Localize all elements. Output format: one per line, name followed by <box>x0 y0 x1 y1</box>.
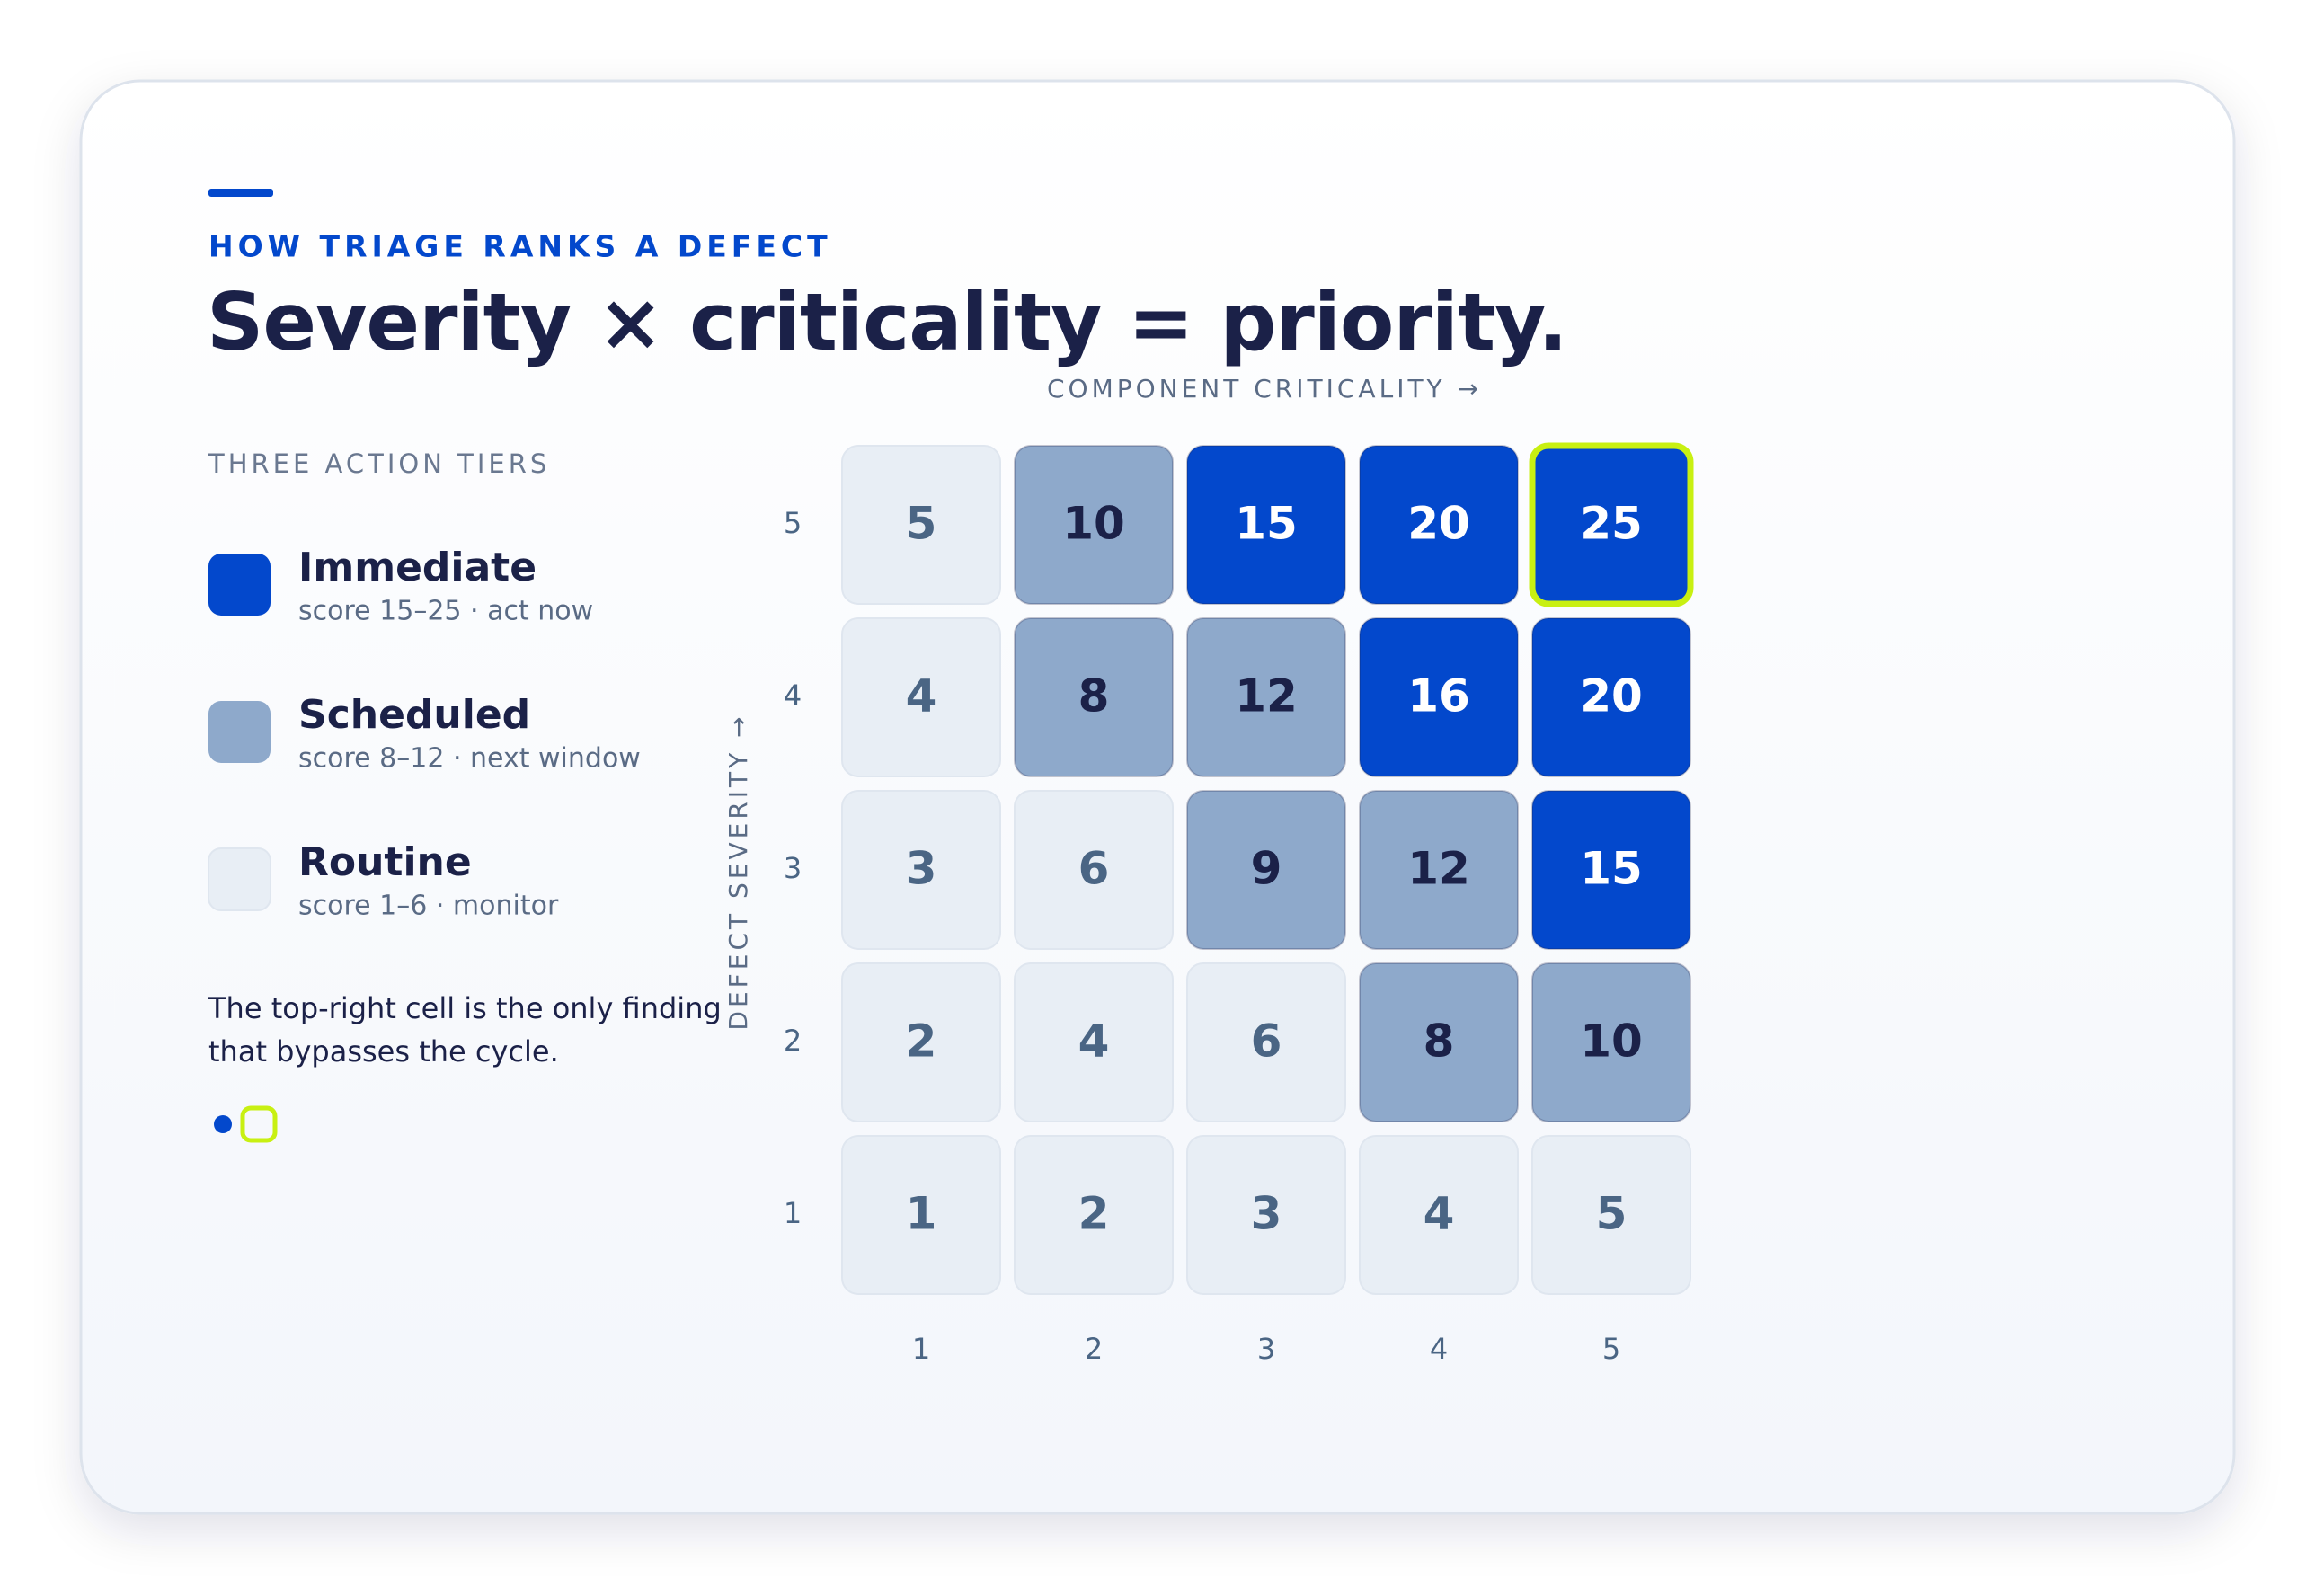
legend-swatch <box>208 554 271 616</box>
x-axis-label: COMPONENT CRITICALITY → <box>1047 374 1482 403</box>
legend-swatch <box>208 701 271 763</box>
heatmap-cell <box>1186 445 1346 605</box>
heatmap-cell <box>1531 617 1691 777</box>
heatmap-cell <box>1014 445 1174 605</box>
heatmap-cell <box>841 790 1001 950</box>
cell-value: 5 <box>906 498 937 550</box>
heatmap-cell <box>841 1135 1001 1295</box>
x-tick-label: 1 <box>912 1332 930 1366</box>
cell-value: 10 <box>1580 1015 1643 1068</box>
cell-value: 9 <box>1251 843 1282 895</box>
heatmap-cell <box>1359 962 1519 1122</box>
legend-swatch <box>208 847 271 911</box>
y-tick-label: 3 <box>784 851 802 885</box>
cell-value: 20 <box>1407 498 1470 550</box>
cell-value: 2 <box>1078 1188 1110 1240</box>
heatmap-cell <box>841 445 1001 605</box>
legend-name: Scheduled <box>298 692 530 738</box>
x-tick-label: 4 <box>1430 1332 1448 1366</box>
legend-detail: score 8–12 · next window <box>298 743 641 775</box>
x-tick-label: 2 <box>1085 1332 1103 1366</box>
pager-dot-active[interactable] <box>240 1105 278 1143</box>
heatmap-cell <box>1359 790 1519 950</box>
heatmap-cell <box>1014 790 1174 950</box>
cell-value: 4 <box>906 670 937 723</box>
accent-bar <box>208 189 273 197</box>
heatmap-cell <box>1186 617 1346 777</box>
cell-value: 8 <box>1078 670 1110 723</box>
y-tick-label: 1 <box>784 1196 802 1230</box>
x-tick-label: 5 <box>1602 1332 1620 1366</box>
pager-dot[interactable] <box>214 1115 232 1133</box>
cell-value: 15 <box>1580 843 1643 895</box>
y-axis-label: DEFECT SEVERITY → <box>723 713 753 1030</box>
y-tick-label: 4 <box>784 678 802 713</box>
cell-value: 6 <box>1251 1015 1282 1068</box>
cell-value: 16 <box>1407 670 1470 723</box>
cell-value: 4 <box>1078 1015 1110 1068</box>
legend-title: THREE ACTION TIERS <box>208 448 550 479</box>
cell-value: 25 <box>1580 498 1643 550</box>
cell-value: 15 <box>1235 498 1298 550</box>
cell-value: 12 <box>1407 843 1470 895</box>
heatmap-cell <box>1359 617 1519 777</box>
y-tick-label: 2 <box>784 1024 802 1058</box>
legend-name: Routine <box>298 839 472 885</box>
eyebrow: HOW TRIAGE RANKS A DEFECT <box>208 229 832 264</box>
chart-title: Severity × criticality = priority. <box>207 276 1567 368</box>
heatmap-cell <box>1531 962 1691 1122</box>
heatmap-cell <box>1359 445 1519 605</box>
cell-value: 4 <box>1424 1188 1455 1240</box>
note-line: The top-right cell is the only finding <box>208 991 722 1025</box>
heatmap-cell <box>1186 962 1346 1122</box>
heatmap-cell <box>1014 962 1174 1122</box>
cell-value: 12 <box>1235 670 1298 723</box>
heatmap-cell <box>1186 790 1346 950</box>
cell-value: 2 <box>906 1015 937 1068</box>
heatmap-cell <box>1531 1135 1691 1295</box>
cell-value: 5 <box>1596 1188 1628 1240</box>
legend-detail: score 1–6 · monitor <box>298 891 559 922</box>
cell-value: 3 <box>1251 1188 1282 1240</box>
x-tick-label: 3 <box>1257 1332 1275 1366</box>
heatmap-cell <box>1531 790 1691 950</box>
note-line: that bypasses the cycle. <box>208 1034 559 1068</box>
cell-value: 1 <box>906 1188 937 1240</box>
cell-value: 6 <box>1078 843 1110 895</box>
cell-value: 10 <box>1062 498 1125 550</box>
heatmap-cell <box>1014 1135 1174 1295</box>
cell-value: 3 <box>906 843 937 895</box>
heatmap-cell <box>841 962 1001 1122</box>
heatmap-cell <box>1014 617 1174 777</box>
heatmap-cell <box>1359 1135 1519 1295</box>
heatmap-cell <box>1186 1135 1346 1295</box>
heatmap-cell <box>841 617 1001 777</box>
heatmap-cell <box>1529 442 1694 607</box>
cell-value: 8 <box>1424 1015 1455 1068</box>
y-tick-label: 5 <box>784 506 802 540</box>
cell-value: 20 <box>1580 670 1643 723</box>
legend-name: Immediate <box>298 545 537 590</box>
legend-detail: score 15–25 · act now <box>298 596 593 627</box>
